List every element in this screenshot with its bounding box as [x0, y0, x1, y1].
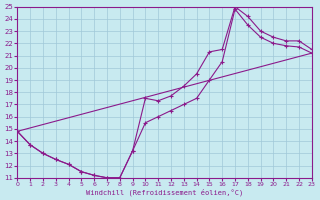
X-axis label: Windchill (Refroidissement éolien,°C): Windchill (Refroidissement éolien,°C): [86, 188, 243, 196]
